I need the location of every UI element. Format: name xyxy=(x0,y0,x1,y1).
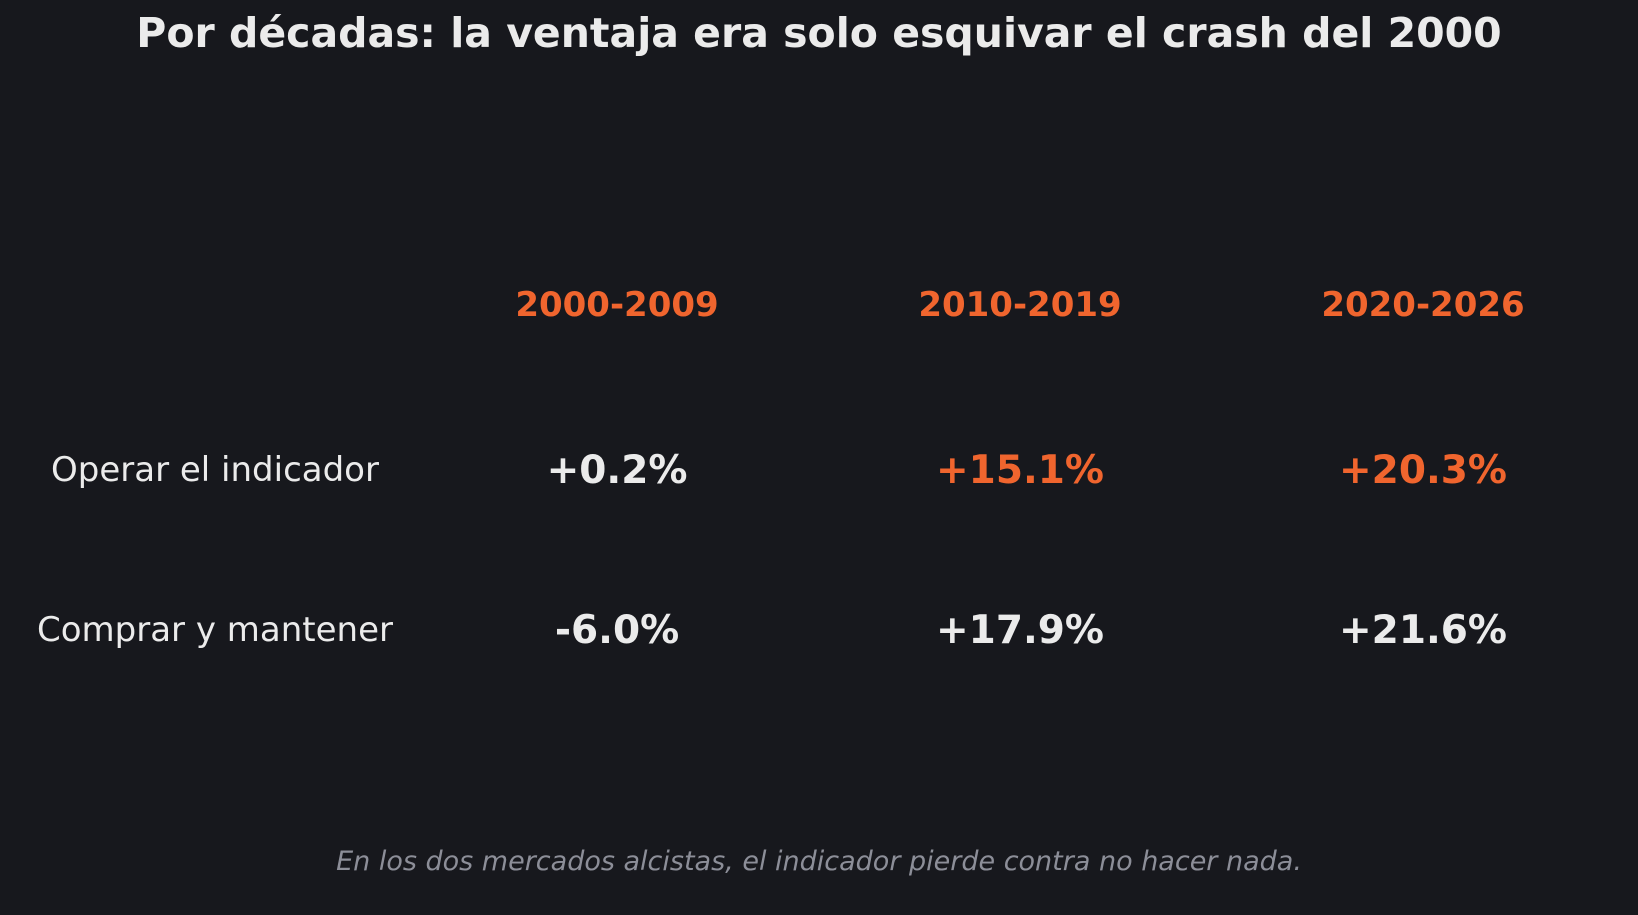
cell-operar-2000-2009: +0.2% xyxy=(546,448,688,493)
column-header-2020-2026: 2020-2026 xyxy=(1321,285,1525,325)
row-label-operar-el-indicador: Operar el indicador xyxy=(51,450,379,490)
cell-comprar-2020-2026: +21.6% xyxy=(1339,608,1507,653)
cell-operar-2010-2019: +15.1% xyxy=(936,448,1104,493)
cell-comprar-2010-2019: +17.9% xyxy=(936,608,1104,653)
chart-title: Por décadas: la ventaja era solo esquiva… xyxy=(136,9,1502,57)
column-header-2010-2019: 2010-2019 xyxy=(918,285,1122,325)
row-label-comprar-y-mantener: Comprar y mantener xyxy=(37,610,393,650)
cell-operar-2020-2026: +20.3% xyxy=(1339,448,1507,493)
cell-comprar-2000-2009: -6.0% xyxy=(554,608,680,653)
chart-caption: En los dos mercados alcistas, el indicad… xyxy=(336,846,1302,877)
column-header-2000-2009: 2000-2009 xyxy=(515,285,719,325)
